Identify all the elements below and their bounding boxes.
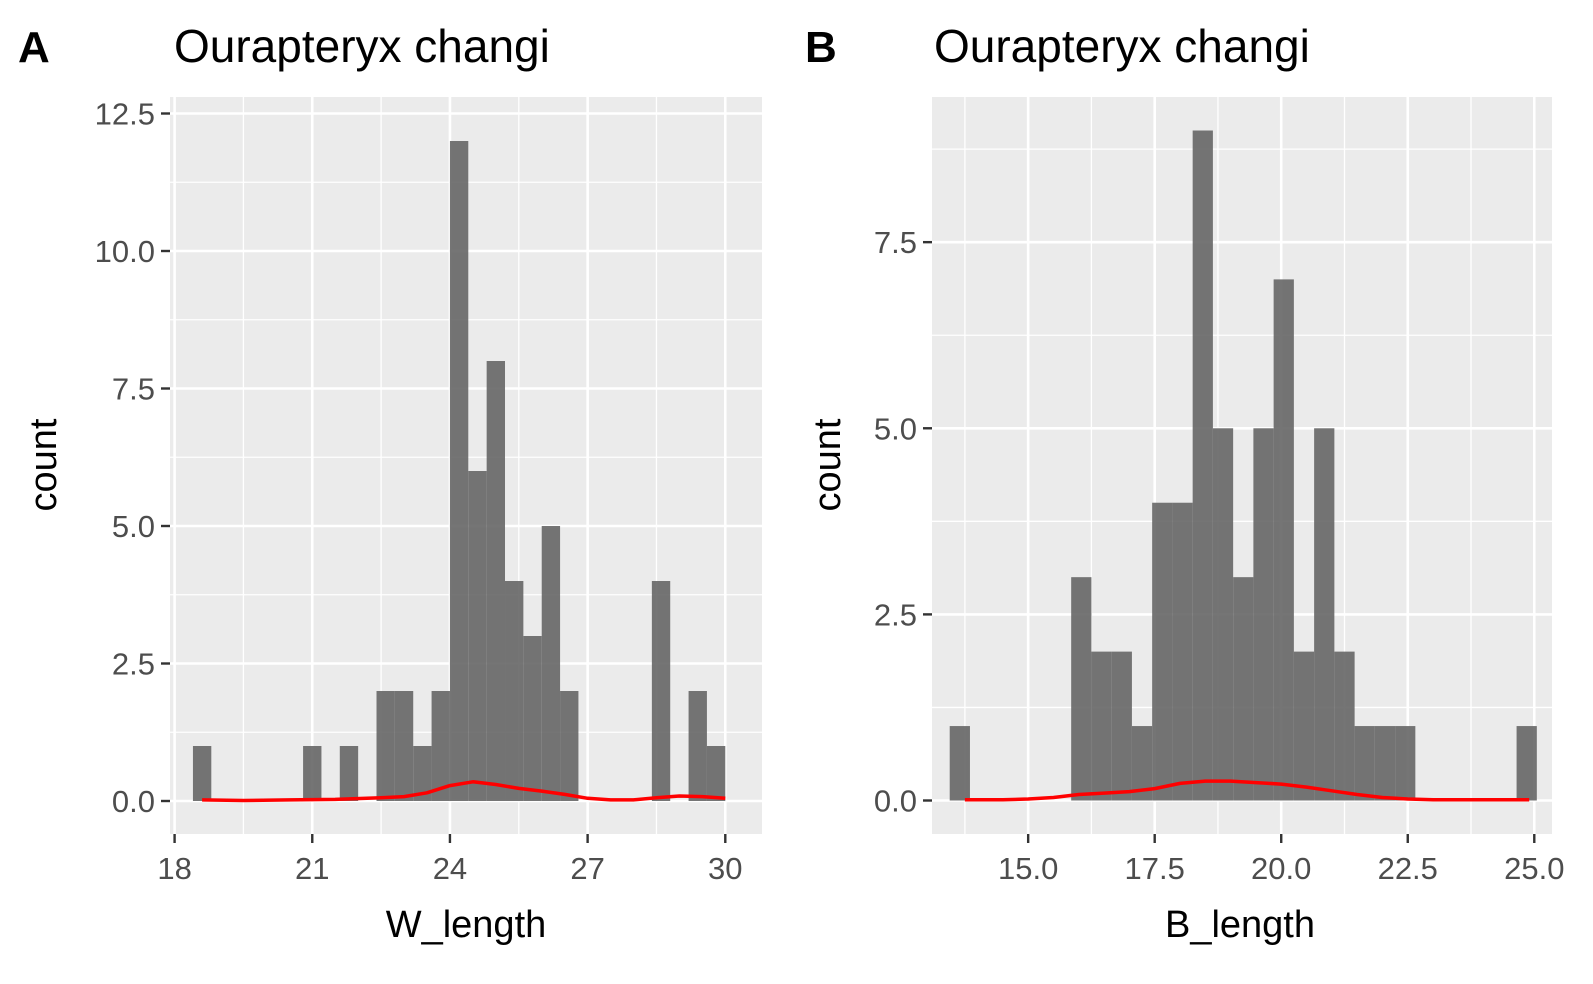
- x-tick-label: 21: [295, 851, 329, 886]
- histogram-bar-b-18: [1395, 726, 1416, 801]
- histogram-bar-a-13: [541, 526, 561, 801]
- panel-letter-a: A: [18, 23, 50, 72]
- histogram-bar-b-9: [1212, 428, 1234, 801]
- y-tick-label: 10.0: [95, 234, 155, 269]
- x-tick-label: 18: [157, 851, 191, 886]
- density-line-b: [964, 779, 1530, 802]
- x-tick-label: 25.0: [1504, 851, 1564, 886]
- histogram-bar-a-4: [376, 691, 395, 801]
- x-tick-label: 22.5: [1378, 851, 1438, 886]
- y-tick-label: 5.0: [112, 509, 155, 544]
- histogram-bar-a-3: [339, 746, 359, 801]
- panel-a-title: Ourapteryx changi: [174, 20, 550, 72]
- x-axis-a: 18 21 24 27 30: [157, 834, 743, 886]
- y-axis-a: 0.0 2.5 5.0 7.5 10.0 12.5: [95, 97, 170, 819]
- histogram-bar-b-4: [1111, 651, 1132, 801]
- x-tick-label: 27: [570, 851, 604, 886]
- histogram-bar-b-3: [1091, 651, 1112, 801]
- y-axis-title-a: count: [23, 418, 65, 511]
- histogram-bar-b-6: [1152, 502, 1173, 801]
- histogram-bar-b-13: [1293, 651, 1315, 801]
- histogram-bar-a-15: [651, 581, 671, 801]
- x-axis-title-b: B_length: [1165, 904, 1315, 946]
- histogram-bar-a-1: [192, 746, 212, 801]
- histogram-bars-b: [949, 130, 1537, 801]
- histogram-bar-b-10: [1233, 577, 1254, 801]
- histogram-bar-a-10: [486, 361, 506, 801]
- histogram-bar-a-8: [449, 141, 469, 801]
- density-curve-b: [964, 779, 1530, 802]
- density-line-a: [202, 780, 726, 803]
- histogram-bar-b-17: [1374, 726, 1396, 801]
- histogram-bar-a-7: [431, 691, 450, 801]
- x-axis-b: 15.0 17.5 20.0 22.5 25.0: [998, 834, 1564, 886]
- histogram-bar-a-5: [394, 691, 414, 801]
- histogram-bar-b-1: [949, 726, 970, 801]
- y-axis-title-b: count: [807, 418, 849, 511]
- histogram-bar-b-5: [1131, 726, 1153, 801]
- histogram-bar-b-7: [1172, 502, 1193, 801]
- histogram-bar-a-14: [560, 691, 579, 801]
- histogram-bar-b-8: [1192, 130, 1213, 801]
- x-tick-label: 24: [433, 851, 467, 886]
- histogram-bar-b-14: [1314, 428, 1335, 801]
- panel-letter-b: B: [805, 23, 837, 72]
- panel-b: B Ourapteryx changi 15.0 17.5 20.0 22.5 25.0…: [805, 20, 1564, 946]
- histogram-bar-a-12: [523, 636, 542, 801]
- histogram-bar-a-6: [413, 746, 432, 801]
- y-tick-label: 2.5: [112, 647, 155, 682]
- x-tick-label: 17.5: [1125, 851, 1185, 886]
- histogram-bar-a-9: [468, 471, 487, 801]
- x-tick-label: 15.0: [998, 851, 1058, 886]
- y-tick-label: 0.0: [874, 784, 917, 819]
- panel-b-title: Ourapteryx changi: [934, 20, 1310, 72]
- histogram-bar-b-12: [1273, 279, 1294, 801]
- x-axis-title-a: W_length: [386, 904, 547, 946]
- y-tick-label: 5.0: [874, 411, 917, 446]
- histogram-bar-b-2: [1071, 577, 1092, 801]
- panel-a: A Ourapteryx changi 18 21 24 27 30 0.0 2.5 5.0…: [18, 20, 762, 946]
- histogram-bar-a-17: [706, 746, 726, 801]
- density-curve-a: [202, 780, 726, 803]
- x-tick-label: 30: [708, 851, 742, 886]
- histogram-bar-a-16: [688, 691, 707, 801]
- histogram-bar-b-11: [1253, 428, 1274, 801]
- y-axis-b: 0.0 2.5 5.0 7.5: [874, 225, 932, 819]
- histogram-bar-a-11: [505, 581, 524, 801]
- histogram-bar-b-15: [1334, 651, 1355, 801]
- histogram-bar-b-16: [1354, 726, 1375, 801]
- y-tick-label: 2.5: [874, 597, 917, 632]
- histogram-bar-a-2: [303, 746, 322, 801]
- y-tick-label: 0.0: [112, 784, 155, 819]
- y-tick-label: 12.5: [95, 97, 155, 132]
- histogram-bars-a: [192, 141, 726, 801]
- x-tick-label: 20.0: [1251, 851, 1311, 886]
- histogram-bar-b-19: [1516, 726, 1537, 801]
- y-tick-label: 7.5: [874, 225, 917, 260]
- y-tick-label: 7.5: [112, 372, 155, 407]
